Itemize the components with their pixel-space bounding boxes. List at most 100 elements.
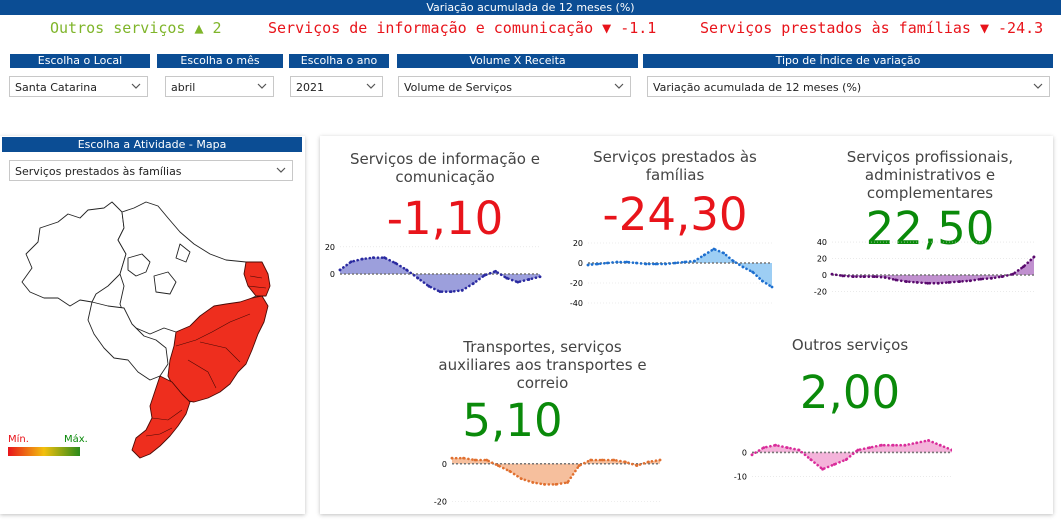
data-point — [702, 253, 706, 257]
volume-dropdown-value: Volume de Serviços — [404, 81, 513, 94]
data-point — [673, 261, 677, 265]
data-point — [797, 448, 801, 452]
data-point — [830, 272, 834, 276]
volume-dropdown[interactable]: Volume de Serviços — [398, 76, 631, 97]
kpi-card-transportes-title: Transportes, serviços auxiliares aos tra… — [420, 338, 665, 392]
data-point — [494, 269, 497, 273]
card-title-line: Serviços prestados às — [593, 148, 757, 166]
data-point — [750, 453, 754, 457]
data-point — [1021, 265, 1025, 269]
data-point — [947, 281, 951, 284]
data-point — [383, 256, 386, 260]
y-tick-label: 0 — [578, 259, 583, 268]
kpi-card-familias-value: -24,30 — [602, 188, 748, 241]
data-point — [809, 458, 813, 461]
filter-label-local: Escolha o Local — [10, 54, 150, 68]
data-point — [338, 268, 342, 272]
data-point — [566, 481, 569, 484]
data-point — [586, 263, 590, 267]
kpi-card-outros-value: 2,00 — [799, 366, 901, 419]
data-point — [958, 280, 961, 283]
kpi-card-informacao-sparkline: 20 0 — [325, 243, 542, 294]
data-point — [722, 251, 725, 255]
data-point — [635, 464, 639, 468]
map-region-north-west[interactable] — [21, 201, 127, 307]
ano-dropdown-value: 2021 — [296, 81, 324, 94]
data-point — [508, 469, 512, 473]
data-point — [770, 285, 774, 289]
data-point — [644, 262, 648, 266]
data-point — [612, 458, 616, 462]
legend-gradient — [8, 447, 80, 456]
card-title-line: Transportes, serviços — [463, 338, 622, 356]
kpi-card-outros-title: Outros serviços — [730, 336, 970, 354]
chevron-down-icon — [276, 167, 286, 173]
indice-dropdown-value: Variação acumulada de 12 meses (%) — [653, 81, 862, 94]
data-point — [538, 275, 542, 279]
kpi-card-informacao-title: Serviços de informação e comunicação — [320, 150, 570, 186]
legend-min-label: Mín. — [8, 434, 29, 445]
mes-dropdown[interactable]: abril — [165, 76, 274, 97]
chevron-down-icon — [257, 83, 267, 89]
data-point — [654, 262, 658, 266]
data-point — [979, 277, 983, 281]
y-tick-label: 0 — [742, 448, 747, 457]
data-point — [635, 261, 638, 265]
y-tick-label: 20 — [325, 243, 335, 252]
legend-max-label: Máx. — [64, 434, 88, 445]
data-point — [903, 443, 907, 447]
card-title-line: complementares — [866, 184, 994, 202]
card-title-line: correio — [516, 374, 569, 392]
kpi-card-familias[interactable]: Serviços prestados às famílias -24,30 20… — [560, 146, 790, 316]
ano-dropdown[interactable]: 2021 — [290, 76, 383, 97]
data-point — [371, 256, 375, 260]
mes-dropdown-value: abril — [171, 81, 196, 94]
data-point — [873, 275, 876, 279]
chevron-down-icon — [131, 83, 141, 89]
activity-dropdown[interactable]: Serviços prestados às famílias — [9, 160, 293, 181]
data-point — [741, 265, 745, 269]
data-point — [712, 247, 716, 251]
data-point — [774, 443, 777, 447]
data-point — [683, 260, 687, 264]
map-panel: Escolha a Atividade - Mapa Serviços pres… — [0, 136, 305, 514]
kpi-card-familias-sparkline: 20 0 -20 -40 — [570, 239, 774, 308]
data-point — [936, 281, 940, 285]
local-dropdown[interactable]: Santa Catarina — [9, 76, 148, 97]
header-title-bar: Variação acumulada de 12 meses (%) — [0, 0, 1061, 15]
kpi-card-familias-title: Serviços prestados às famílias — [560, 148, 790, 184]
y-tick-label: -20 — [570, 279, 583, 288]
card-title-line: auxiliares aos transportes e — [438, 356, 647, 374]
y-tick-label: -40 — [570, 299, 583, 308]
local-dropdown-value: Santa Catarina — [15, 81, 98, 94]
data-point — [891, 443, 895, 447]
map-region-nw-detail[interactable] — [127, 243, 191, 295]
card-title-line: Serviços de informação e — [350, 150, 540, 168]
data-point — [531, 481, 535, 484]
kpi-card-profissionais[interactable]: Serviços profissionais, administrativos … — [810, 146, 1050, 316]
data-point — [394, 261, 397, 265]
indice-dropdown[interactable]: Variação acumulada de 12 meses (%) — [647, 76, 1050, 97]
data-point — [880, 443, 883, 447]
data-point — [883, 276, 887, 279]
data-point — [1000, 275, 1004, 279]
card-title-line: comunicação — [395, 168, 495, 186]
kpi-card-transportes-value: 5,10 — [462, 394, 563, 447]
kpi-card-profissionais-title: Serviços profissionais, administrativos … — [810, 148, 1050, 202]
kpi-card-informacao[interactable]: Serviços de informação e comunicação -1,… — [320, 148, 570, 318]
data-point — [647, 460, 650, 464]
y-tick-label: -10 — [734, 472, 747, 481]
y-tick-label: 20 — [817, 255, 827, 264]
data-point — [915, 281, 919, 284]
data-point — [950, 448, 952, 452]
data-point — [844, 458, 848, 461]
kpi-card-transportes[interactable]: Transportes, serviços auxiliares aos tra… — [420, 336, 665, 511]
data-point — [438, 290, 442, 294]
data-point — [623, 460, 627, 464]
brazil-map[interactable] — [0, 136, 305, 514]
ticker-item-outros: Outros serviços ▲ 2 — [50, 19, 222, 37]
data-point — [615, 260, 619, 264]
data-point — [625, 260, 629, 264]
map-region-south[interactable] — [131, 375, 191, 459]
kpi-card-outros[interactable]: Outros serviços 2,00 0 -10 — [730, 334, 970, 509]
